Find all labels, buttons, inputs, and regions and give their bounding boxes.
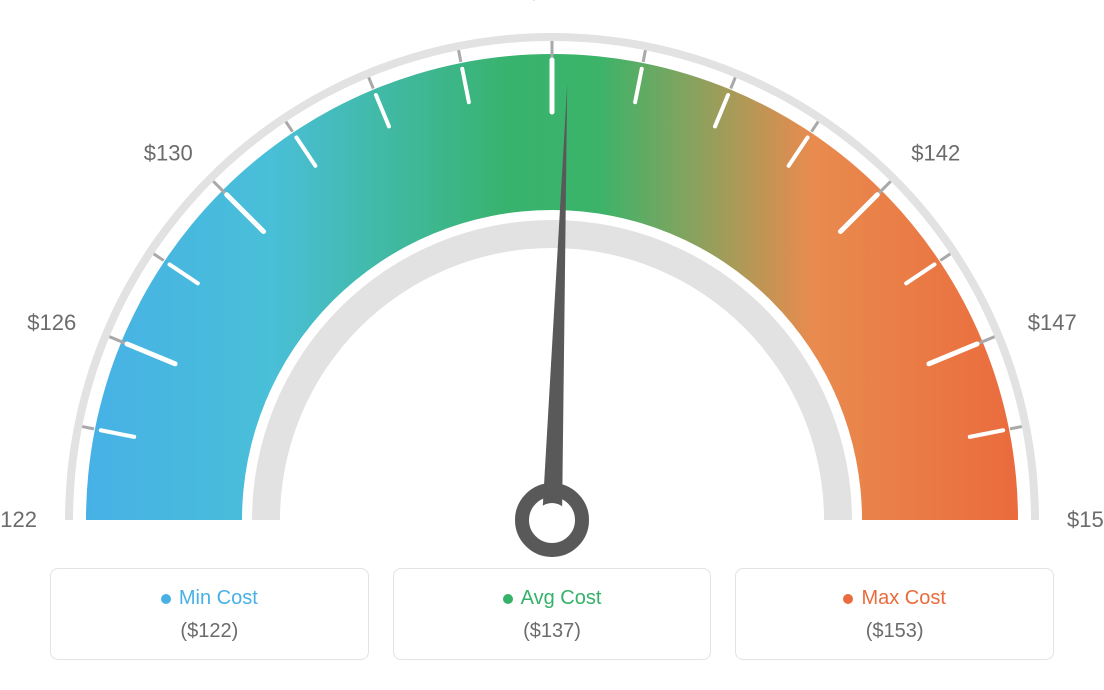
outer-tick [459,50,461,62]
tick-label: $126 [27,310,76,336]
outer-tick [731,77,736,88]
legend-label-text: Min Cost [179,587,258,610]
tick-label: $122 [0,507,37,533]
outer-tick [940,254,950,261]
legend-label-text: Max Cost [861,587,945,610]
tick-label: $142 [911,140,960,166]
gauge-chart-container: $122 $126 $130 $137 $142 $147 $153 Min Cost ($1… [0,0,1104,690]
gauge-svg [0,0,1104,560]
gauge-area: $122 $126 $130 $137 $142 $147 $153 [0,0,1104,560]
needle-hub-hner [535,503,569,537]
tick-label: $137 [528,0,577,5]
legend-card-avg: Avg Cost ($137) [393,568,712,660]
legend-value-text: ($122) [61,620,358,643]
outer-tick [1010,427,1022,429]
outer-tick [643,50,645,62]
legend-card-max: Max Cost ($153) [735,568,1054,660]
outer-tick [82,427,94,429]
legend-label-text: Avg Cost [521,587,602,610]
legend-row: Min Cost ($122) Avg Cost ($137) Max Cost ($15… [50,568,1054,660]
tick-label: $153 [1067,507,1104,533]
tick-label: $130 [144,140,193,166]
legend-value-text: ($137) [404,620,701,643]
legend-title-max: Max Cost [843,587,945,610]
legend-title-avg: Avg Cost [503,587,602,610]
legend-value-text: ($153) [746,620,1043,643]
outer-tick [286,122,293,132]
outer-tick [369,77,374,88]
tick-label: $147 [1028,310,1077,336]
outer-tick [811,122,818,132]
legend-title-min: Min Cost [161,587,258,610]
legend-card-min: Min Cost ($122) [50,568,369,660]
legend-dot-icon [843,594,853,604]
legend-dot-icon [503,594,513,604]
outer-tick [154,254,164,261]
legend-dot-icon [161,594,171,604]
